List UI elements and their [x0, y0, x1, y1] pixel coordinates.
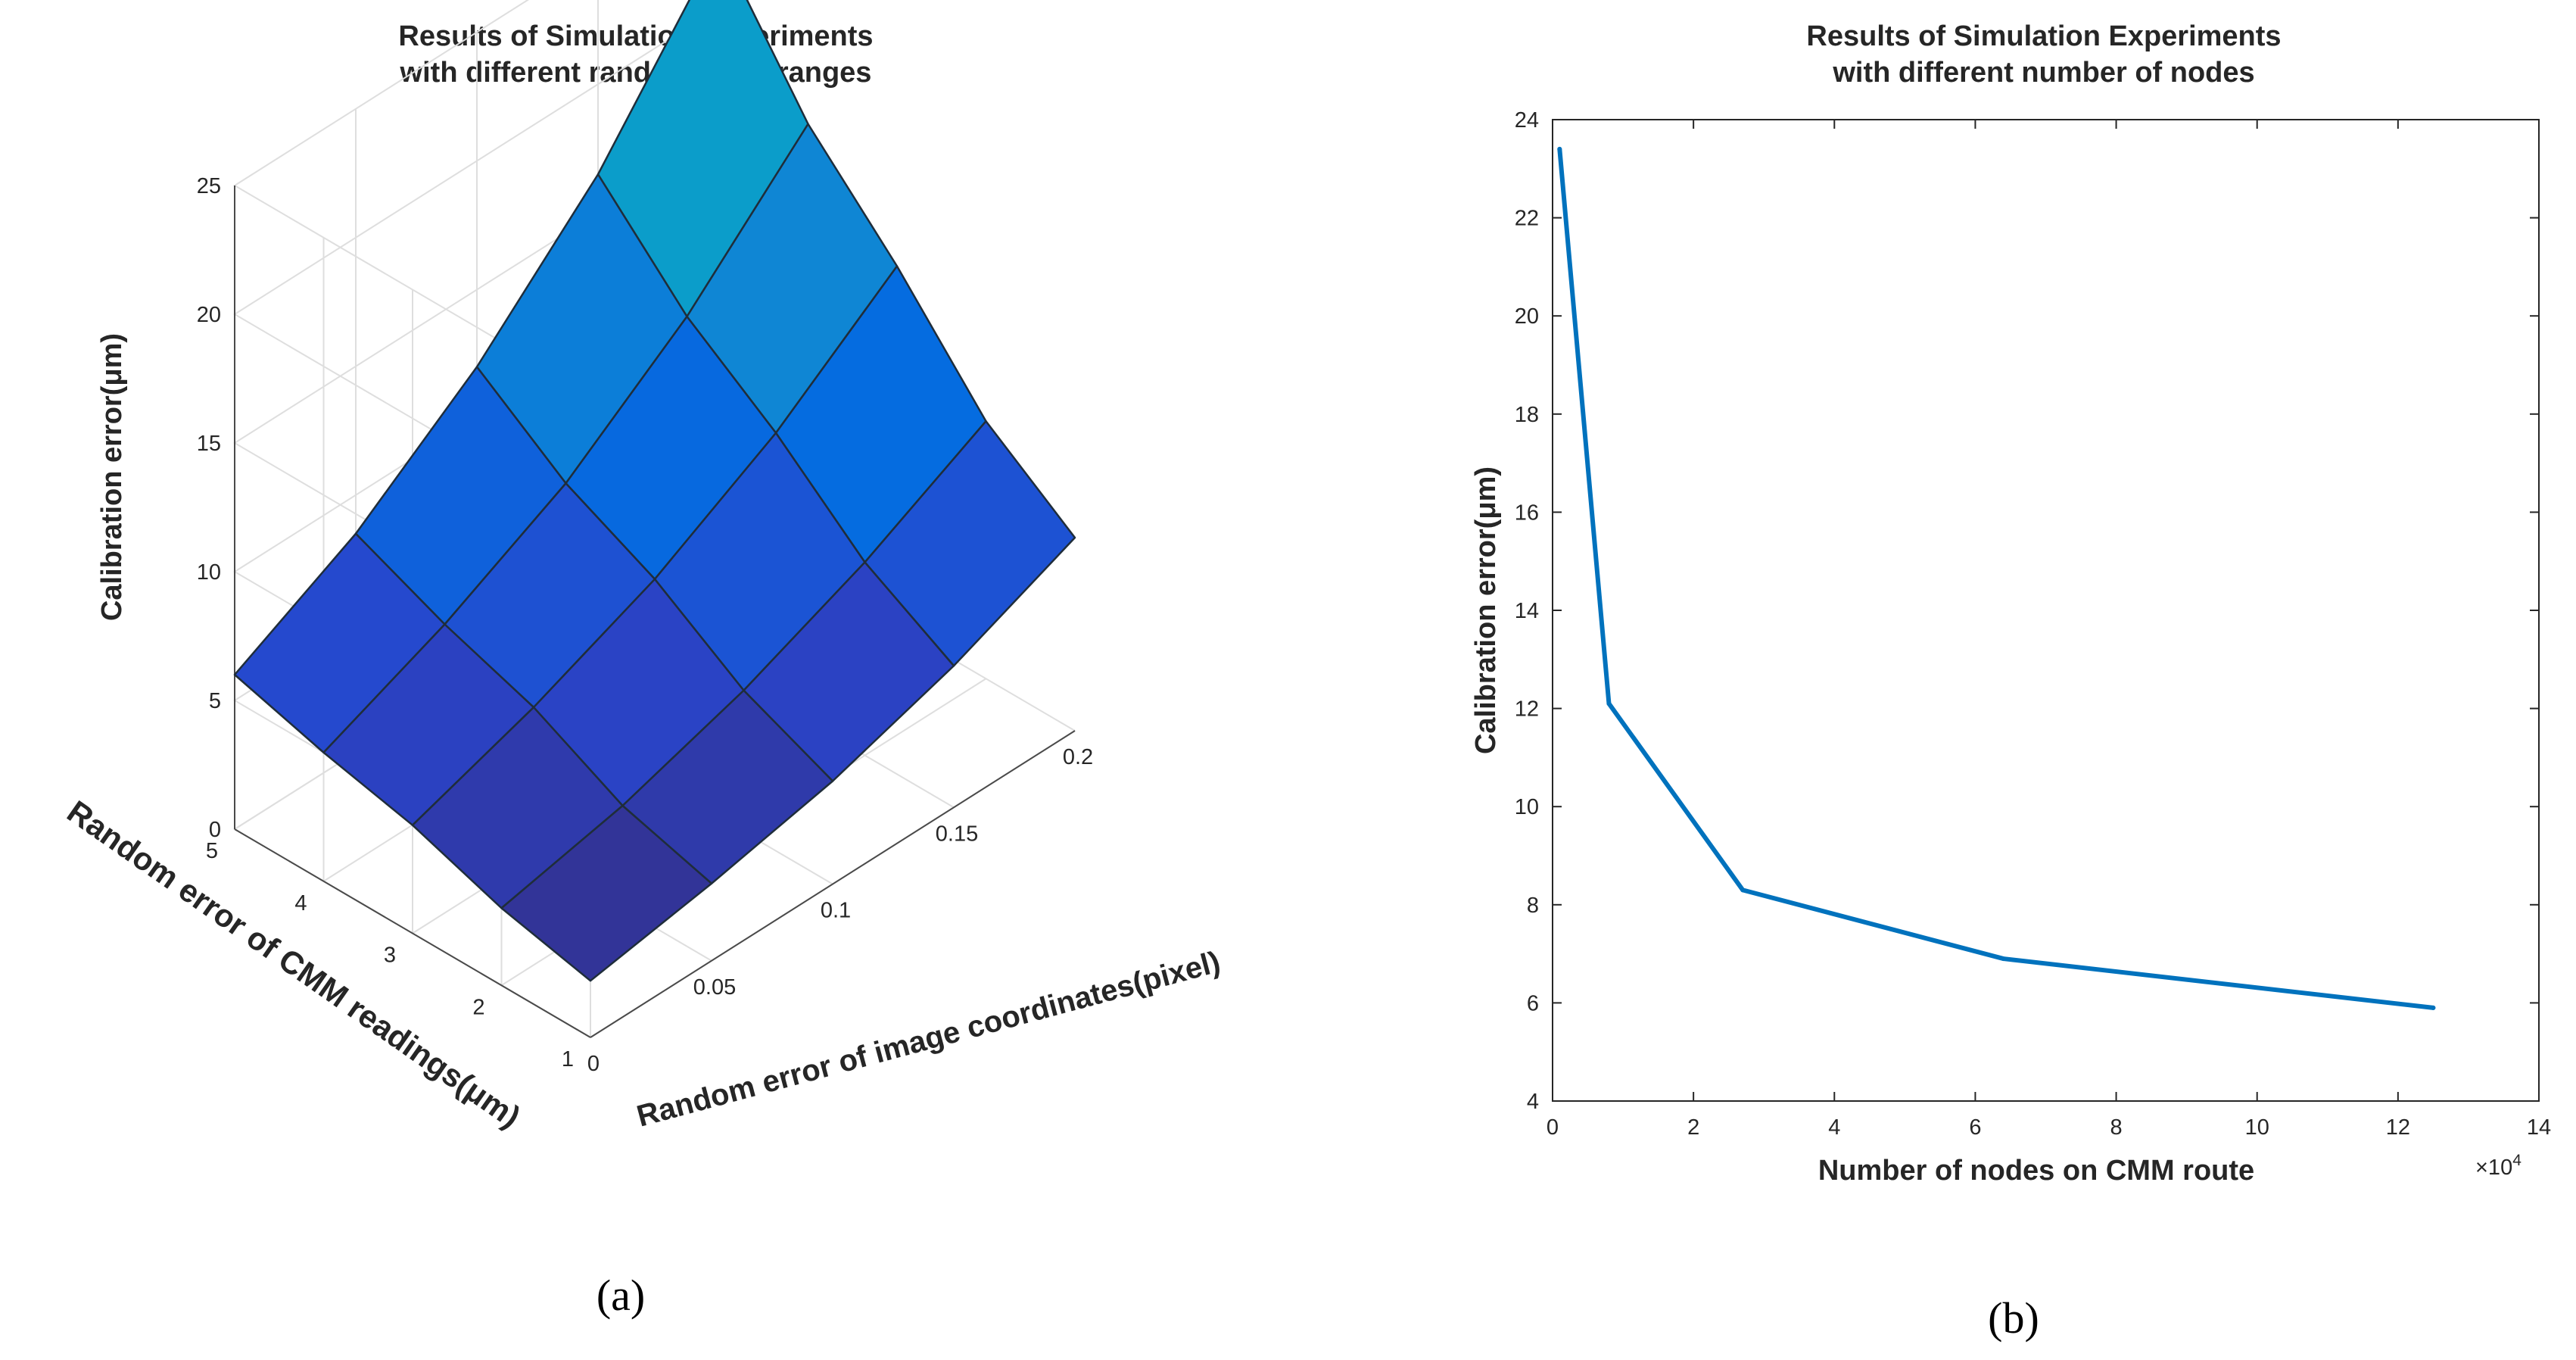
chart-b: Results of Simulation Experiments with d…	[1470, 20, 2551, 1343]
chart-a: Results of Simulation Experiments with d…	[61, 0, 1224, 1320]
x-tick-label: 0.15	[936, 822, 978, 846]
x-tick-label: 14	[2527, 1115, 2551, 1140]
y-tick-label: 5	[206, 839, 218, 863]
series-line	[1557, 146, 2436, 1010]
x-tick-label: 0.1	[821, 899, 851, 923]
chart-b-series	[1557, 146, 2436, 1010]
x-tick-label: 8	[2110, 1115, 2123, 1140]
y-tick-label: 20	[1515, 304, 1539, 329]
chart-b-x-multiplier: ×104	[2475, 1152, 2521, 1180]
y-tick-label: 2	[472, 995, 484, 1019]
y-tick-label: 22	[1515, 207, 1539, 231]
y-tick-label: 8	[1527, 894, 1539, 918]
surface-patch	[500, 804, 713, 982]
chart-b-x-multiplier-base: ×10	[2475, 1156, 2512, 1180]
data-point	[2001, 956, 2006, 962]
data-point	[2431, 1005, 2436, 1010]
x-tick-label: 6	[1969, 1115, 1981, 1140]
z-tick-label: 15	[197, 432, 221, 456]
z-tick-label: 5	[209, 689, 221, 713]
y-tick-label: 4	[294, 891, 307, 916]
chart-a-title-line-2: with different random error ranges	[400, 57, 872, 89]
chart-b-title-line-1: Results of Simulation Experiments	[1806, 20, 2281, 52]
chart-b-plot-box	[1552, 119, 2540, 1102]
chart-b-panel-label: (b)	[1988, 1293, 2039, 1343]
y-tick-label: 12	[1515, 697, 1539, 722]
chart-b-xlabel: Number of nodes on CMM route	[1818, 1155, 2254, 1187]
data-point	[1606, 701, 1612, 707]
y-tick-label: 10	[1515, 795, 1539, 819]
chart-a-xlabel: Random error of image coordinates(pixel)	[634, 945, 1224, 1133]
chart-b-x-multiplier-exp: 4	[2512, 1152, 2521, 1169]
z-tick-label: 25	[197, 174, 221, 198]
chart-a-panel-label: (a)	[596, 1271, 645, 1320]
x-axis-line	[590, 730, 1076, 1038]
data-point	[1740, 887, 1746, 893]
z-tick-label: 10	[197, 560, 221, 585]
y-tick-label: 14	[1515, 599, 1539, 623]
data-point	[1557, 146, 1562, 151]
y-tick-label: 18	[1515, 403, 1539, 427]
y-tick-label: 24	[1515, 108, 1539, 133]
x-tick-label: 2	[1687, 1115, 1699, 1140]
chart-a-zlabel: Calibration error(μm)	[96, 333, 128, 621]
y-tick-label: 3	[384, 944, 396, 968]
x-tick-label: 0.05	[693, 975, 736, 1000]
y-tick-label: 6	[1527, 991, 1539, 1015]
x-tick-label: 0	[587, 1052, 600, 1076]
x-tick-label: 0	[1547, 1115, 1559, 1140]
y-axis-line	[234, 828, 591, 1038]
x-tick-label: 0.2	[1063, 745, 1093, 769]
x-tick-label: 10	[2245, 1115, 2269, 1140]
chart-b-title-line-2: with different number of nodes	[1832, 57, 2254, 89]
y-tick-label: 4	[1527, 1090, 1539, 1114]
chart-b-ylabel: Calibration error(μm)	[1470, 466, 1502, 754]
x-tick-label: 4	[1828, 1115, 1840, 1140]
y-tick-label: 1	[562, 1047, 574, 1071]
chart-a-surface	[233, 0, 1076, 982]
z-tick-label: 0	[209, 818, 221, 842]
x-tick-label: 12	[2386, 1115, 2410, 1140]
z-tick-label: 20	[197, 303, 221, 327]
y-tick-label: 16	[1515, 501, 1539, 525]
